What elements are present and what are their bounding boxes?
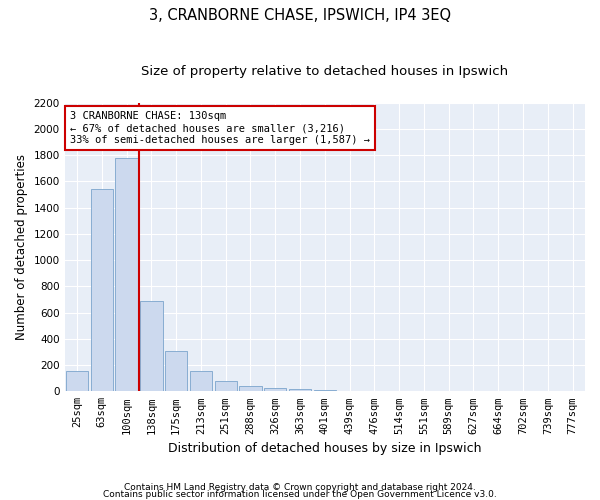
Bar	[289, 389, 311, 392]
Bar	[215, 381, 237, 392]
Text: 3 CRANBORNE CHASE: 130sqm
← 67% of detached houses are smaller (3,216)
33% of se: 3 CRANBORNE CHASE: 130sqm ← 67% of detac…	[70, 112, 370, 144]
Bar	[115, 158, 138, 392]
Bar	[314, 390, 336, 392]
Bar	[66, 371, 88, 392]
Title: Size of property relative to detached houses in Ipswich: Size of property relative to detached ho…	[141, 65, 508, 78]
X-axis label: Distribution of detached houses by size in Ipswich: Distribution of detached houses by size …	[168, 442, 482, 455]
Text: Contains HM Land Registry data © Crown copyright and database right 2024.: Contains HM Land Registry data © Crown c…	[124, 484, 476, 492]
Bar	[190, 371, 212, 392]
Bar	[91, 190, 113, 392]
Bar	[239, 386, 262, 392]
Bar	[264, 388, 286, 392]
Text: 3, CRANBORNE CHASE, IPSWICH, IP4 3EQ: 3, CRANBORNE CHASE, IPSWICH, IP4 3EQ	[149, 8, 451, 22]
Bar	[140, 301, 163, 392]
Y-axis label: Number of detached properties: Number of detached properties	[15, 154, 28, 340]
Bar	[165, 350, 187, 392]
Text: Contains public sector information licensed under the Open Government Licence v3: Contains public sector information licen…	[103, 490, 497, 499]
